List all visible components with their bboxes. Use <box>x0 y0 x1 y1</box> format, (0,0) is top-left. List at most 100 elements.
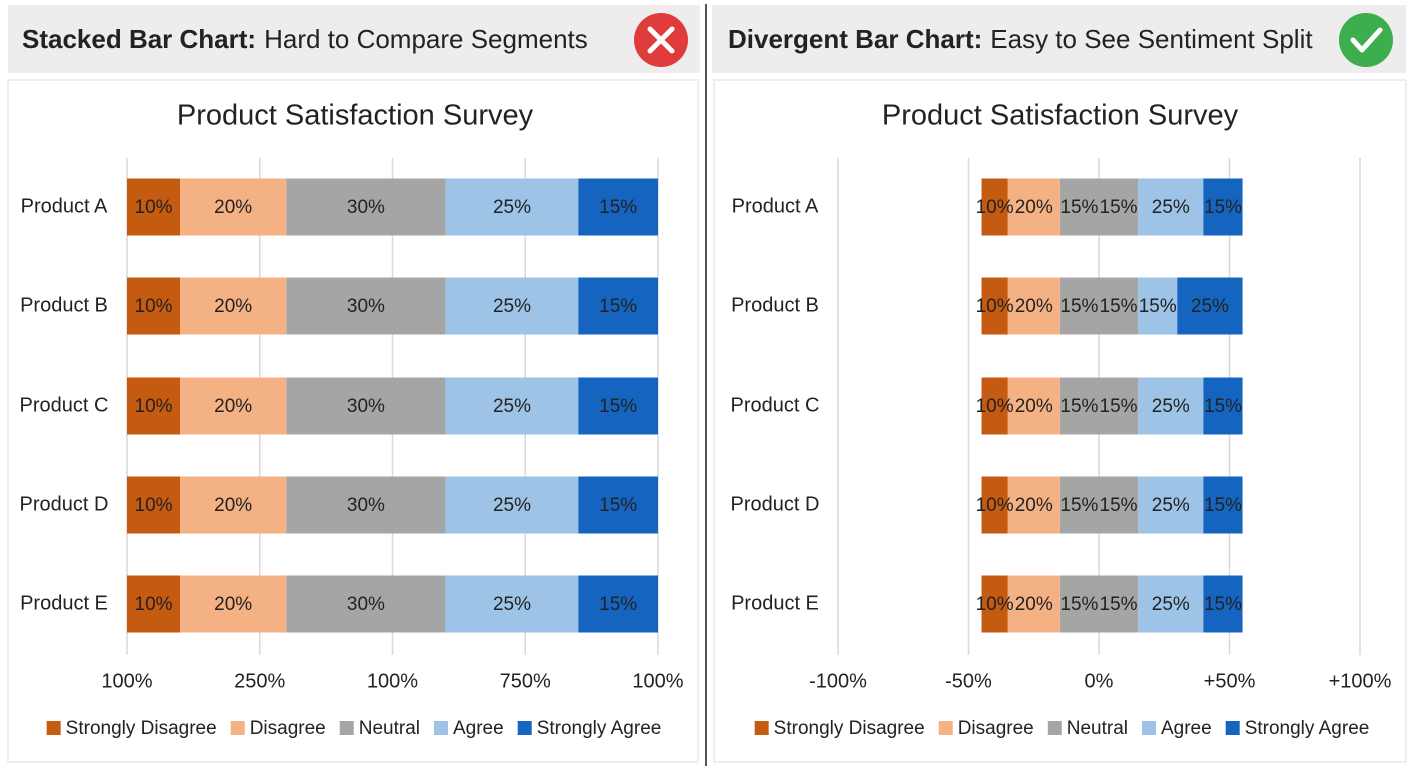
legend-label: Strongly Disagree <box>774 718 925 739</box>
data-label: 25% <box>493 396 531 417</box>
data-label: 25% <box>493 197 531 218</box>
legend-label: Strongly Agree <box>1245 718 1370 739</box>
data-label: 20% <box>214 495 252 516</box>
bar-segment <box>180 377 287 435</box>
data-label: 15% <box>1204 197 1242 218</box>
legend-swatch <box>1225 721 1240 735</box>
data-label: 10% <box>135 495 173 516</box>
data-label: 15% <box>1204 495 1242 516</box>
header-text: Hard to Compare Segments <box>264 24 588 54</box>
bar-segment <box>1059 377 1099 435</box>
bar-segment <box>1099 377 1139 435</box>
data-label: 10% <box>976 495 1014 516</box>
data-label: 20% <box>1015 594 1053 615</box>
bar-segment <box>1059 476 1099 534</box>
data-label: 10% <box>135 594 173 615</box>
bar-segment <box>578 277 658 335</box>
x-tick-label: 100% <box>632 670 683 692</box>
y-tick-label: Product D <box>731 493 820 515</box>
bar-segment <box>286 476 446 534</box>
x-tick-label: 250% <box>234 670 285 692</box>
data-label: 20% <box>1015 495 1053 516</box>
bar-segment <box>445 476 579 534</box>
x-tick-label: +100% <box>1329 670 1392 692</box>
legend-label: Agree <box>453 718 504 739</box>
legend-label: Disagree <box>958 718 1034 739</box>
bar-segment <box>578 575 658 633</box>
legend-label: Strongly Agree <box>537 718 662 739</box>
data-label: 15% <box>1060 495 1098 516</box>
data-label: 30% <box>347 296 385 317</box>
bar-segment <box>981 575 1008 633</box>
bar-segment <box>1138 575 1204 633</box>
bar-segment <box>578 178 658 236</box>
bar-segment <box>445 178 579 236</box>
legend-swatch <box>1141 721 1156 735</box>
bar-segment <box>445 575 579 633</box>
data-label: 10% <box>976 594 1014 615</box>
data-label: 10% <box>135 396 173 417</box>
bar-segment <box>1203 377 1243 435</box>
data-label: 25% <box>1152 197 1190 218</box>
legend-swatch <box>433 721 448 735</box>
data-label: 10% <box>135 296 173 317</box>
bar-segment <box>981 277 1008 335</box>
data-label: 15% <box>1060 197 1098 218</box>
data-label: 20% <box>1015 197 1053 218</box>
bar-segment <box>127 178 181 236</box>
data-label: 20% <box>214 197 252 218</box>
data-label: 20% <box>214 396 252 417</box>
data-label: 15% <box>1060 396 1098 417</box>
data-label: 30% <box>347 197 385 218</box>
legend-swatch <box>938 721 953 735</box>
x-tick-label: 100% <box>367 670 418 692</box>
legend-label: Neutral <box>359 718 420 739</box>
data-label: 15% <box>599 197 637 218</box>
y-tick-label: Product C <box>20 394 109 416</box>
legend-swatch <box>230 721 245 735</box>
data-label: 15% <box>599 594 637 615</box>
y-tick-label: Product C <box>731 394 820 416</box>
legend-label: Disagree <box>250 718 326 739</box>
data-label: 15% <box>1060 594 1098 615</box>
legend-swatch <box>339 721 354 735</box>
y-tick-label: Product B <box>20 294 108 316</box>
x-tick-label: 100% <box>101 670 152 692</box>
chart-title: Product Satisfaction Survey <box>882 100 1239 132</box>
bar-segment <box>445 377 579 435</box>
bar-segment <box>1099 277 1139 335</box>
data-label: 15% <box>1100 296 1138 317</box>
data-label: 20% <box>1015 296 1053 317</box>
y-tick-label: Product A <box>732 195 819 217</box>
header-banner <box>8 5 700 73</box>
data-label: 25% <box>493 594 531 615</box>
bar-segment <box>1007 178 1060 236</box>
header-bold: Stacked Bar Chart: <box>22 24 256 54</box>
data-label: 25% <box>493 296 531 317</box>
legend-label: Agree <box>1161 718 1212 739</box>
data-label: 10% <box>976 197 1014 218</box>
bar-segment <box>127 277 181 335</box>
chart-title: Product Satisfaction Survey <box>177 100 534 132</box>
bar-segment <box>180 178 287 236</box>
bar-segment <box>1203 476 1243 534</box>
bar-segment <box>1138 178 1204 236</box>
data-label: 15% <box>599 495 637 516</box>
legend: Strongly Disagree Disagree Neutral Agree Str… <box>46 718 662 739</box>
data-label: 15% <box>599 396 637 417</box>
data-label: 10% <box>976 296 1014 317</box>
x-tick-label: -50% <box>945 670 992 692</box>
bar-segment <box>1007 575 1060 633</box>
icon-check <box>1350 27 1383 53</box>
icon-circle <box>1339 13 1393 67</box>
legend-label: Neutral <box>1067 718 1128 739</box>
bar-segment <box>1007 476 1060 534</box>
bar-segment <box>1007 377 1060 435</box>
legend-swatch <box>517 721 532 735</box>
x-tick-label: -100% <box>809 670 867 692</box>
bar-segment <box>286 575 446 633</box>
bar-segment <box>1099 178 1139 236</box>
y-tick-label: Product D <box>20 493 109 515</box>
bar-segment <box>578 377 658 435</box>
